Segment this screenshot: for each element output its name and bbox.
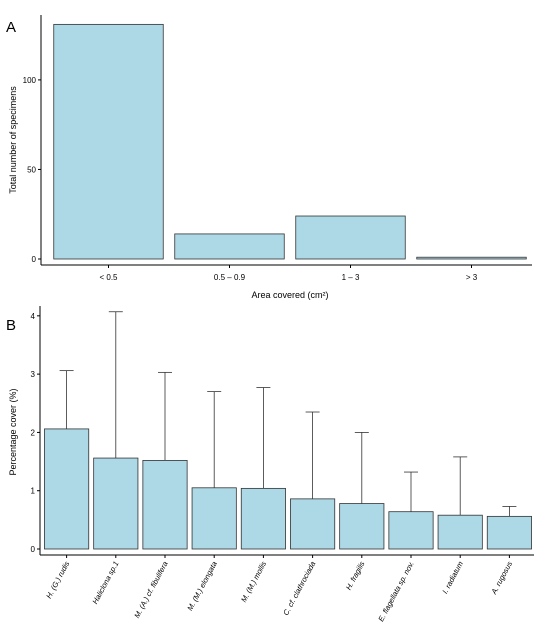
- y-tick-label: 2: [31, 428, 36, 437]
- bar: [191, 487, 237, 550]
- x-tick-label: E. flagellata sp. nov.: [376, 560, 415, 623]
- x-tick-label: M. (M.) mollis: [239, 559, 268, 603]
- bar: [339, 503, 385, 550]
- y-tick-label: 0: [31, 545, 36, 554]
- bar: [437, 514, 483, 550]
- bar: [44, 428, 90, 550]
- x-tick-label: M. (A.) cf. fibulifera: [132, 560, 169, 620]
- panel-b-label: B: [6, 317, 16, 334]
- y-tick-label: 50: [27, 165, 36, 174]
- panel-b-plot-area: 0 1 2 3 4 H. (G.) rudis Haliclona sp.1 M. (A.) …: [31, 306, 534, 623]
- x-tick-label: H. (G.) rudis: [44, 559, 71, 600]
- bar: [486, 515, 532, 550]
- panel-a-label: A: [6, 19, 16, 36]
- panel-b-y-axis-title: Percentage cover (%): [8, 388, 18, 475]
- panel-a: A Total number of specimens Area covered…: [6, 15, 532, 300]
- x-tick-label: C. cf. clathrociada: [281, 560, 317, 617]
- bar: [295, 215, 406, 260]
- x-tick-label: 0.5 – 0.9: [214, 273, 246, 282]
- bar: [174, 233, 285, 260]
- x-tick-label: A. rugosus: [489, 559, 514, 596]
- bar: [53, 23, 164, 260]
- bar: [240, 487, 286, 550]
- x-tick-label: Haliclona sp.1: [91, 560, 121, 606]
- panel-a-y-axis-title: Total number of specimens: [8, 86, 18, 194]
- panel-b: B Percentage cover (%) 0 1 2 3 4 H. (G.) rudi…: [6, 306, 534, 623]
- x-tick-label: I. radiatum: [440, 560, 465, 596]
- y-tick-label: 0: [32, 255, 37, 264]
- x-tick-label: M. (M.) elongata: [185, 560, 219, 612]
- panel-a-x-axis-title: Area covered (cm²): [251, 290, 328, 300]
- bar: [142, 459, 188, 550]
- y-tick-label: 3: [31, 370, 36, 379]
- x-tick-label: < 0.5: [99, 273, 118, 282]
- panel-a-plot-area: 0 50 100 < 0.5 0.5 – 0.9 1 – 3 > 3: [23, 15, 532, 282]
- y-tick-label: 4: [31, 312, 36, 321]
- x-tick-label: > 3: [466, 273, 478, 282]
- x-tick-label: H. fragilis: [344, 560, 367, 592]
- bar: [290, 498, 336, 550]
- y-tick-label: 100: [23, 76, 37, 85]
- bar: [416, 256, 527, 260]
- bar: [93, 457, 139, 550]
- bar: [388, 511, 434, 550]
- x-tick-label: 1 – 3: [342, 273, 360, 282]
- y-tick-label: 1: [31, 487, 36, 496]
